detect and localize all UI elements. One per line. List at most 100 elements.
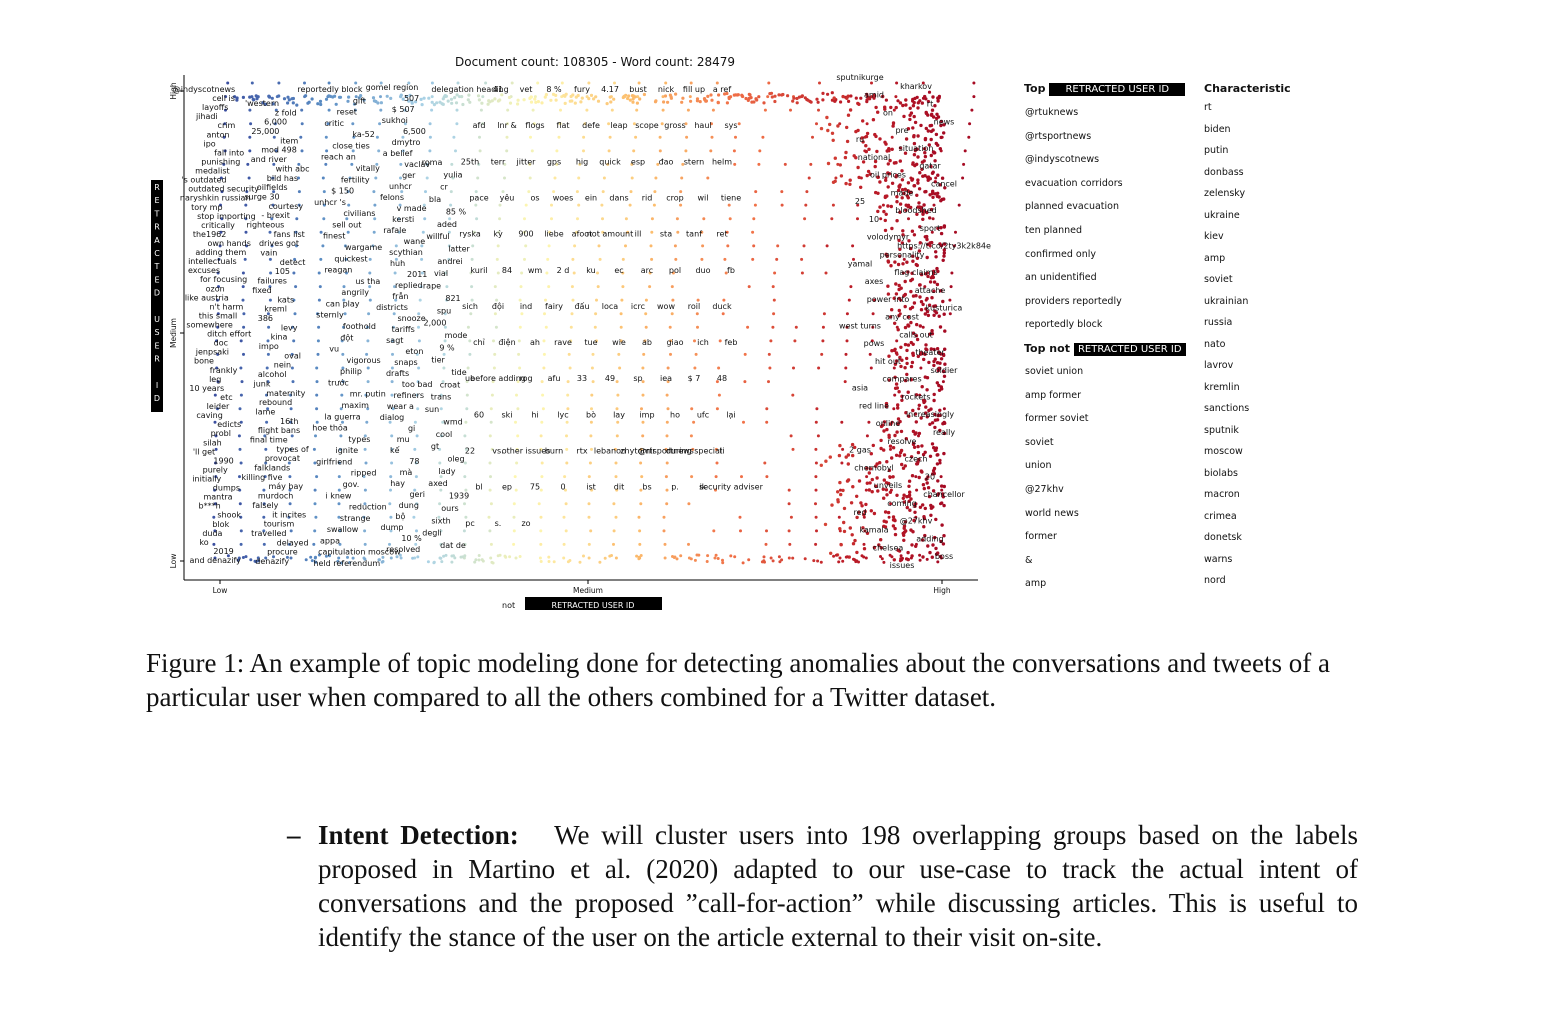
scatter-point (289, 420, 293, 424)
scatter-point (892, 407, 896, 411)
scatter-point (942, 225, 946, 229)
scatter-point (931, 95, 935, 99)
intent-paragraph: Intent Detection: We will cluster users … (318, 818, 1358, 954)
scatter-point (838, 443, 842, 448)
scatter-point (926, 313, 931, 318)
term-label: - brexit (261, 211, 290, 220)
scatter-point (933, 412, 937, 417)
scatter-point (871, 443, 875, 448)
scatter-point (310, 97, 314, 101)
scatter-point (873, 164, 877, 169)
term-label: 10 years (189, 384, 224, 393)
term-label: stern (684, 157, 704, 166)
scatter-point (861, 526, 865, 530)
scatter-point (743, 380, 747, 384)
scatter-point (915, 322, 919, 327)
term-label: rebound (259, 398, 292, 407)
scatter-point (583, 122, 587, 126)
scatter-point (693, 558, 697, 562)
scatter-point (920, 351, 925, 356)
scatter-point (577, 176, 581, 180)
scatter-point (219, 230, 223, 234)
scatter-point (912, 141, 917, 146)
scatter-point (924, 126, 928, 131)
scatter-point (539, 447, 543, 451)
scatter-point (224, 95, 228, 99)
scatter-point (934, 255, 938, 259)
scatter-point (593, 325, 597, 329)
scatter-point (852, 257, 855, 261)
term-label: kusturica (926, 304, 963, 313)
scatter-point (313, 529, 317, 533)
term-label: ditch effort (207, 330, 251, 339)
scatter-point (621, 257, 625, 261)
scatter-point (643, 339, 647, 343)
scatter-point (898, 202, 903, 206)
scatter-point (883, 194, 888, 198)
term-label: jenpsaki (195, 348, 229, 357)
scatter-point (725, 101, 730, 105)
scatter-point (929, 129, 934, 134)
scatter-point (915, 193, 919, 197)
scatter-point (794, 325, 798, 329)
scatter-point (271, 203, 275, 207)
scatter-point (566, 380, 570, 384)
term-label: croat (440, 380, 460, 389)
scatter-point (642, 352, 646, 356)
scatter-point (239, 542, 243, 546)
scatter-point (923, 352, 927, 356)
scatter-point (306, 101, 310, 105)
scatter-point (768, 366, 772, 370)
scatter-point (771, 285, 775, 289)
scatter-point (389, 488, 392, 492)
scatter-point (251, 97, 255, 101)
scatter-point (847, 298, 851, 302)
scatter-point (754, 190, 758, 194)
scatter-point (913, 502, 917, 506)
scatter-point (910, 474, 915, 478)
scatter-point (567, 352, 571, 356)
scatter-point (930, 442, 935, 446)
scatter-point (540, 420, 544, 424)
scatter-point (886, 185, 890, 189)
scatter-point (268, 285, 272, 289)
scatter-point (949, 285, 953, 289)
scatter-point (341, 366, 345, 370)
scatter-point (391, 339, 395, 343)
term-label: somewhere (186, 321, 232, 330)
y-axis-redacted-letter: E (154, 341, 159, 350)
scatter-point (907, 239, 911, 243)
scatter-point (415, 352, 419, 356)
scatter-point (898, 159, 902, 163)
scatter-point (514, 420, 517, 424)
scatter-point (925, 210, 929, 215)
scatter-point (539, 560, 543, 563)
term-label: bloodshed (895, 206, 936, 215)
scatter-point (897, 238, 901, 243)
scatter-point (866, 95, 870, 100)
scatter-point (414, 475, 418, 479)
scatter-point (290, 97, 294, 101)
scatter-point (932, 347, 936, 352)
scatter-point (882, 560, 886, 564)
scatter-point (587, 502, 591, 506)
scatter-point (916, 106, 920, 110)
scatter-point (865, 481, 869, 485)
scatter-point (534, 100, 538, 104)
scatter-point (486, 102, 490, 106)
scatter-point (841, 488, 845, 493)
term-label: hit out (875, 357, 901, 366)
scatter-point (472, 230, 476, 234)
term-label: chelsea (873, 543, 904, 552)
scatter-point (213, 556, 217, 560)
scatter-point (255, 97, 259, 101)
scatter-point (650, 257, 654, 261)
scatter-point (652, 203, 656, 207)
scatter-point (242, 325, 246, 329)
scatter-point (943, 362, 947, 366)
scatter-point (315, 380, 319, 384)
scattertext-figure: Document count: 108305 - Word count: 284… (151, 55, 1291, 610)
scatter-point (925, 296, 929, 301)
scatter-point (641, 393, 645, 397)
scatter-point (376, 101, 380, 105)
